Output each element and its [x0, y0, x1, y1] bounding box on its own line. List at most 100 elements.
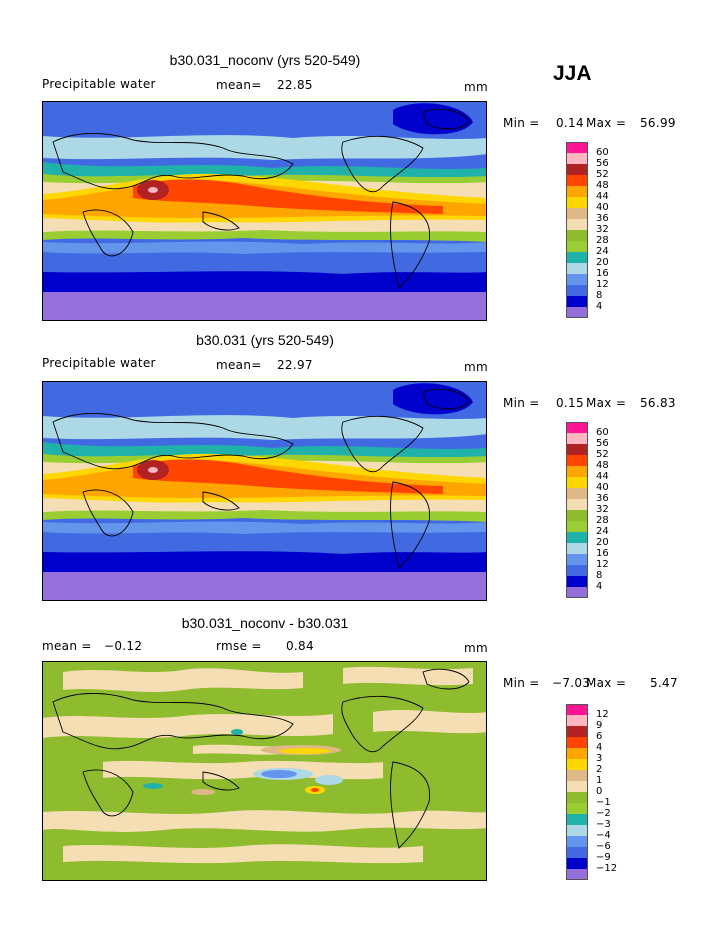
panel-1-units: mm: [464, 80, 488, 94]
colorbar-swatch: [566, 488, 588, 499]
colorbar-swatch: [566, 499, 588, 510]
colorbar-swatch: [566, 477, 588, 488]
season-label: JJA: [553, 62, 592, 85]
colorbar-swatch: [566, 704, 588, 715]
colorbar-swatch: [566, 153, 588, 164]
colorbar-label: 0: [596, 786, 603, 797]
colorbar-swatch: [566, 444, 588, 455]
colorbar-label: 8: [596, 570, 603, 581]
panel-3-mean-label: mean =: [42, 639, 92, 653]
panel-1-max-value: 56.99: [640, 116, 676, 130]
colorbar-swatch: [566, 803, 588, 814]
panel-3-map: [42, 661, 487, 881]
colorbar-swatch: [566, 825, 588, 836]
colorbar-swatch: [566, 858, 588, 869]
panel-2-mean-label: mean=: [216, 358, 262, 372]
colorbar-swatch: [566, 208, 588, 219]
colorbar-label: −2: [596, 808, 611, 819]
colorbar-swatch: [566, 186, 588, 197]
colorbar-swatch: [566, 164, 588, 175]
colorbar-label: 8: [596, 290, 603, 301]
panel-2-units: mm: [464, 360, 488, 374]
panel-1-contours: [43, 102, 486, 320]
colorbar-label: 9: [596, 720, 603, 731]
panel-2-map: [42, 381, 487, 601]
colorbar-label: −6: [596, 841, 611, 852]
panel-1-map: [42, 101, 487, 321]
colorbar-swatch: [566, 543, 588, 554]
colorbar-swatch: [566, 737, 588, 748]
colorbar-label: 28: [596, 235, 609, 246]
panel-2-title: b30.031 (yrs 520-549): [196, 332, 334, 348]
panel-1-title: b30.031_noconv (yrs 520-549): [169, 52, 361, 68]
colorbar-label: −3: [596, 819, 611, 830]
colorbar-swatch: [566, 770, 588, 781]
colorbar-label: −1: [596, 797, 611, 808]
colorbar-swatch: [566, 869, 588, 880]
panel-3-min-label: Min =: [503, 676, 540, 690]
colorbar-label: 24: [596, 526, 609, 537]
colorbar-label: 40: [596, 202, 609, 213]
colorbar-swatch: [566, 307, 588, 318]
panel-3-map-svg: [43, 662, 486, 880]
panel-3-units: mm: [464, 641, 488, 655]
colorbar-label: 24: [596, 246, 609, 257]
panel-3-rmse-label: rmse =: [216, 639, 262, 653]
colorbar-label: 52: [596, 169, 609, 180]
panel-1-map-svg: [43, 102, 486, 320]
colorbar-swatch: [566, 219, 588, 230]
colorbar-label: 48: [596, 180, 609, 191]
colorbar-label: 56: [596, 438, 609, 449]
colorbar-label: 36: [596, 493, 609, 504]
colorbar-swatch: [566, 565, 588, 576]
colorbar-label: 4: [596, 301, 603, 312]
colorbar-label: 40: [596, 482, 609, 493]
panel-2-max-value: 56.83: [640, 396, 676, 410]
colorbar-swatch: [566, 836, 588, 847]
panel-1-mean-label: mean=: [216, 78, 262, 92]
colorbar-label: −4: [596, 830, 611, 841]
colorbar-swatch: [566, 263, 588, 274]
colorbar-swatch: [566, 792, 588, 803]
colorbar-swatch: [566, 781, 588, 792]
panel-3-rmse-value: 0.84: [286, 639, 314, 653]
colorbar-swatch: [566, 510, 588, 521]
panel-3-min-value: −7.03: [552, 676, 591, 690]
colorbar-label: 3: [596, 753, 603, 764]
colorbar-swatch: [566, 252, 588, 263]
colorbar-swatch: [566, 175, 588, 186]
panel-3-title: b30.031_noconv - b30.031: [181, 615, 349, 631]
panel-2-variable: Precipitable water: [42, 356, 156, 370]
panel-2-coastlines: [52, 388, 470, 569]
colorbar-swatch: [566, 726, 588, 737]
colorbar-label: 36: [596, 213, 609, 224]
colorbar-label: 52: [596, 449, 609, 460]
colorbar-label: 16: [596, 548, 609, 559]
colorbar-label: 16: [596, 268, 609, 279]
colorbar-label: 60: [596, 147, 609, 158]
colorbar-swatch: [566, 422, 588, 433]
colorbar-label: 28: [596, 515, 609, 526]
panel-2-mean-value: 22.97: [277, 358, 313, 372]
colorbar-swatch: [566, 521, 588, 532]
colorbar-swatch: [566, 715, 588, 726]
colorbar-swatch: [566, 814, 588, 825]
colorbar-swatch: [566, 433, 588, 444]
colorbar-swatch: [566, 466, 588, 477]
colorbar-swatch: [566, 554, 588, 565]
panel-3-max-label: Max =: [586, 676, 627, 690]
colorbar-label: 20: [596, 257, 609, 268]
colorbar-label: 32: [596, 504, 609, 515]
colorbar-swatch: [566, 576, 588, 587]
colorbar-label: 60: [596, 427, 609, 438]
colorbar-swatch: [566, 274, 588, 285]
colorbar-swatch: [566, 759, 588, 770]
colorbar-label: 56: [596, 158, 609, 169]
panel-1-mean-value: 22.85: [277, 78, 313, 92]
colorbar-swatch: [566, 285, 588, 296]
colorbar-label: 12: [596, 559, 609, 570]
panel-3-max-value: 5.47: [650, 676, 678, 690]
colorbar-label: −9: [596, 852, 611, 863]
colorbar-label: 20: [596, 537, 609, 548]
colorbar-swatch: [566, 296, 588, 307]
